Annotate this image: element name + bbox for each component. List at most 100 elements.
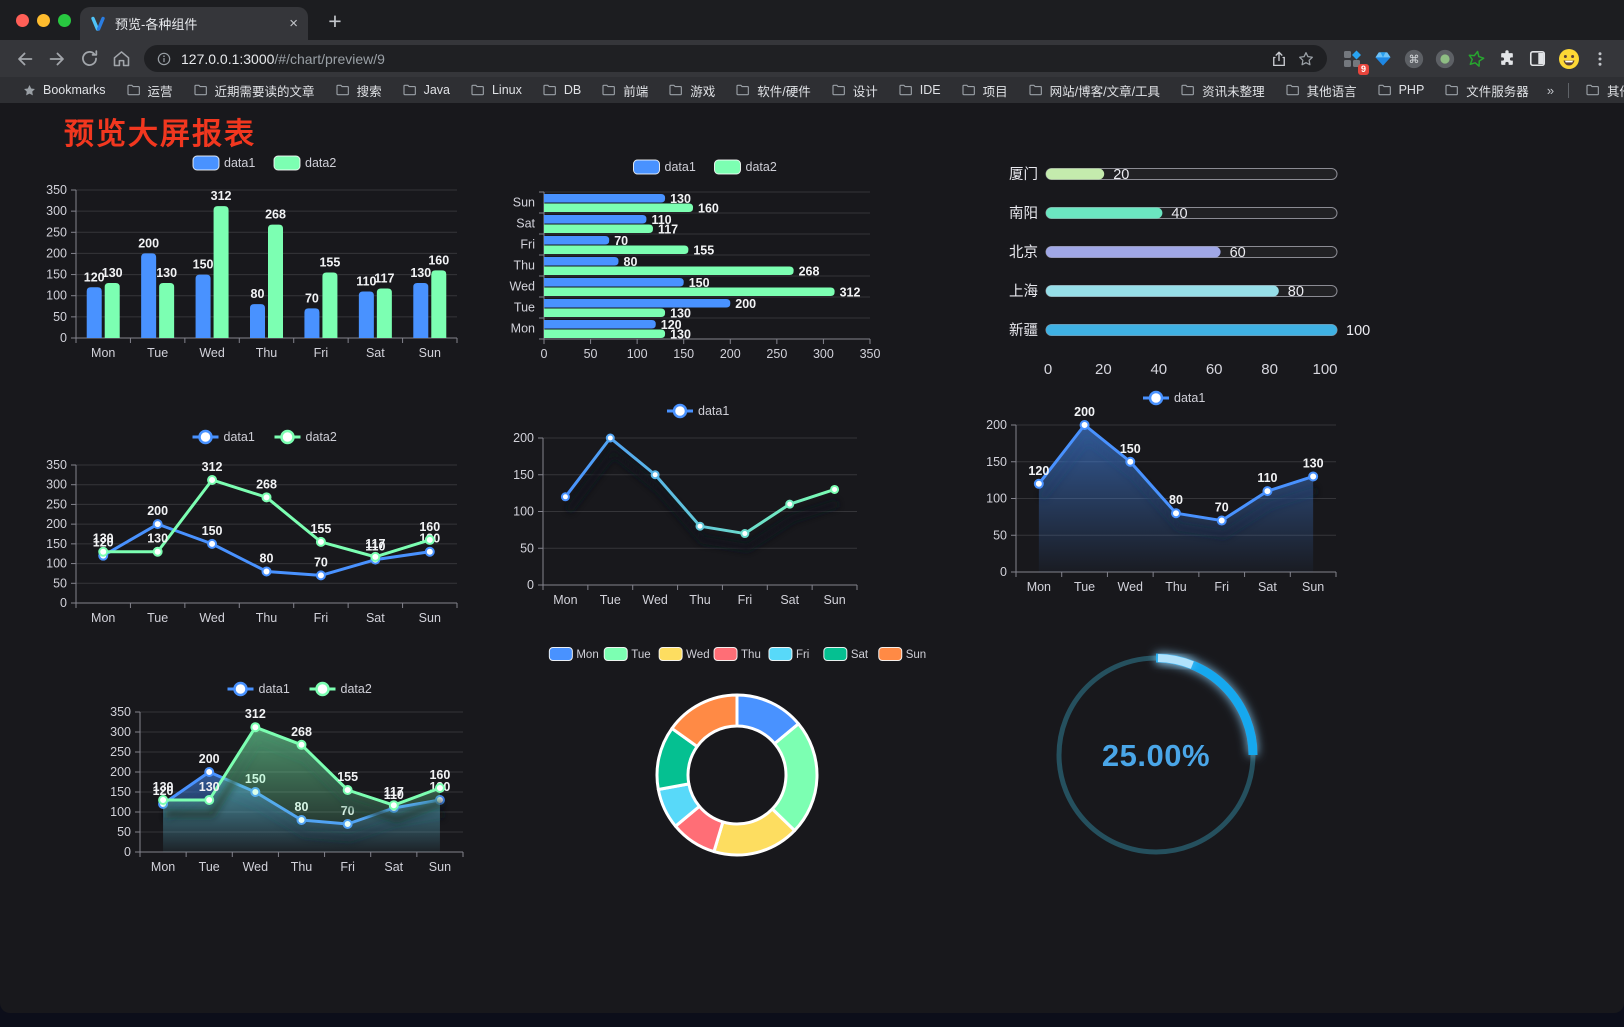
area-chart-single[interactable]: data1 0 50 100 150 200 Mon Tue Wed Thu Fri Sat Sun 12… — [985, 386, 1353, 598]
svg-text:350: 350 — [46, 458, 67, 472]
line-chart-gradient[interactable]: data1 0 50 100 150 200 Mon Tue Wed Thu Fri Sat Sun — [505, 396, 880, 610]
other-bookmarks-item[interactable]: 其他书签 — [1575, 81, 1624, 100]
svg-text:160: 160 — [698, 201, 719, 215]
bookmark-item[interactable]: 项目 — [951, 81, 1018, 100]
horizontal-bar-chart[interactable]: data1 data2 0 50 100 150 200 250 300 350 Sun Sat Fri… — [503, 153, 885, 365]
bookmark-item[interactable]: 搜索 — [325, 81, 392, 100]
svg-text:data2: data2 — [305, 156, 336, 170]
close-window-button[interactable] — [16, 14, 29, 27]
extension-gem[interactable] — [1368, 44, 1397, 73]
bookmark-item[interactable]: 其他语言 — [1275, 81, 1367, 100]
bookmark-label: 网站/博客/文章/工具 — [1049, 84, 1161, 99]
bookmarks-manager-item[interactable]: Bookmarks — [12, 83, 116, 98]
svg-text:0: 0 — [1000, 565, 1007, 579]
svg-text:110: 110 — [651, 213, 671, 227]
svg-text:Mon: Mon — [91, 611, 115, 625]
folder-icon — [335, 84, 349, 96]
extension-badge: 9 — [1357, 64, 1369, 75]
area-chart-two-series[interactable]: data1 data2 0 50 100 150 200 250 300 350 Mon Tue Wed… — [100, 670, 485, 888]
forward-arrow-icon — [49, 52, 64, 65]
svg-text:Fri: Fri — [314, 611, 329, 625]
forward-button[interactable] — [42, 44, 72, 74]
reload-button[interactable] — [74, 44, 104, 74]
browser-menu-button[interactable] — [1585, 44, 1614, 73]
svg-text:300: 300 — [46, 204, 67, 218]
svg-text:130: 130 — [670, 192, 691, 206]
svg-text:150: 150 — [46, 268, 67, 282]
svg-text:Wed: Wed — [642, 593, 668, 607]
svg-text:250: 250 — [46, 497, 67, 511]
bookmark-label: 搜索 — [356, 84, 382, 99]
svg-text:155: 155 — [319, 255, 340, 269]
bookmark-label: 其他书签 — [1607, 84, 1624, 99]
svg-text:350: 350 — [110, 705, 131, 719]
extension-recorder[interactable] — [1430, 44, 1459, 73]
bookmark-item[interactable]: PHP — [1367, 82, 1435, 98]
bookmark-item[interactable]: 游戏 — [658, 81, 725, 100]
minimize-window-button[interactable] — [37, 14, 50, 27]
svg-text:250: 250 — [110, 745, 131, 759]
progress-bar-chart[interactable]: 厦门 20 南阳 40 北京 60 上海 80 新疆 100 0 20 40 60 80 100 — [998, 156, 1378, 384]
maximize-window-button[interactable] — [58, 14, 71, 27]
grouped-bar-chart[interactable]: data1 data2 0 50 100 150 200 250 300 350 Mon Tue Wed… — [40, 146, 465, 360]
browser-tab[interactable]: 预览-各种组件 × — [80, 7, 308, 40]
bookmark-item[interactable]: 软件/硬件 — [725, 81, 820, 100]
bookmark-item[interactable]: IDE — [888, 82, 951, 98]
browser-profile-avatar[interactable] — [1554, 44, 1583, 73]
svg-text:Sat: Sat — [1258, 580, 1277, 594]
bookmark-label: 文件服务器 — [1466, 84, 1529, 99]
browser-toolbar: 127.0.0.1:3000/#/chart/preview/9 9 ⌘ — [0, 40, 1624, 77]
share-icon[interactable] — [1270, 50, 1288, 68]
svg-text:130: 130 — [199, 780, 220, 794]
folder-icon — [962, 84, 975, 96]
tab-title: 预览-各种组件 — [115, 17, 198, 32]
extension-command[interactable]: ⌘ — [1399, 44, 1428, 73]
svg-text:300: 300 — [813, 347, 834, 361]
svg-text:117: 117 — [374, 272, 394, 286]
home-button[interactable] — [106, 44, 136, 74]
svg-text:Sun: Sun — [906, 649, 926, 661]
back-arrow-icon — [18, 52, 33, 65]
extension-evernote-clipper[interactable] — [1461, 44, 1490, 73]
svg-text:100: 100 — [627, 347, 648, 361]
svg-text:Mon: Mon — [553, 593, 577, 607]
bookmark-star-icon[interactable] — [1297, 50, 1315, 68]
bookmark-item[interactable]: 资讯未整理 — [1170, 81, 1275, 100]
bookmark-item[interactable]: Linux — [460, 82, 532, 98]
gauge-chart[interactable]: 25.00% — [1040, 638, 1280, 878]
bookmark-item[interactable]: 网站/博客/文章/工具 — [1018, 81, 1170, 100]
svg-text:130: 130 — [147, 532, 168, 546]
bookmark-item[interactable]: 运营 — [116, 81, 183, 100]
bookmark-item[interactable]: 设计 — [821, 81, 888, 100]
url-text[interactable]: 127.0.0.1:3000/#/chart/preview/9 — [181, 51, 1261, 67]
donut-pie-chart[interactable]: Mon Tue Wed Thu Fri Sat Sun — [548, 636, 926, 886]
folder-icon — [193, 84, 207, 96]
line-chart-two-series[interactable]: data1 data2 0 50 100 150 200 250 300 350 Mon Tue Wed… — [40, 423, 465, 637]
svg-text:80: 80 — [260, 551, 274, 565]
svg-text:100: 100 — [513, 505, 534, 519]
site-info-icon[interactable] — [156, 51, 172, 67]
svg-text:268: 268 — [256, 477, 277, 491]
bookmark-item[interactable]: 文件服务器 — [1434, 81, 1539, 100]
svg-text:312: 312 — [202, 460, 223, 474]
svg-text:160: 160 — [428, 253, 449, 267]
bookmark-item[interactable]: 前端 — [591, 81, 658, 100]
extension-split-view[interactable] — [1523, 44, 1552, 73]
svg-text:Wed: Wed — [510, 280, 536, 294]
bookmark-item[interactable]: Java — [392, 82, 460, 98]
extensions-puzzle-button[interactable] — [1492, 44, 1521, 73]
back-button[interactable] — [10, 44, 40, 74]
folder-icon — [471, 84, 484, 96]
url-bar[interactable]: 127.0.0.1:3000/#/chart/preview/9 — [144, 45, 1327, 72]
bookmarks-overflow-chevron[interactable]: » — [1546, 82, 1555, 98]
folder-icon — [736, 84, 750, 96]
bookmark-item[interactable]: DB — [532, 82, 591, 98]
tab-close-icon[interactable]: × — [289, 15, 298, 32]
new-tab-button[interactable]: + — [328, 7, 342, 34]
bookmark-label: 资讯未整理 — [1202, 84, 1265, 99]
bookmark-item[interactable]: 近期需要读的文章 — [183, 81, 325, 100]
svg-text:117: 117 — [384, 785, 404, 799]
extension-tampermonkey[interactable]: 9 — [1337, 44, 1369, 75]
svg-text:Wed: Wed — [686, 649, 709, 661]
svg-text:150: 150 — [193, 258, 214, 272]
